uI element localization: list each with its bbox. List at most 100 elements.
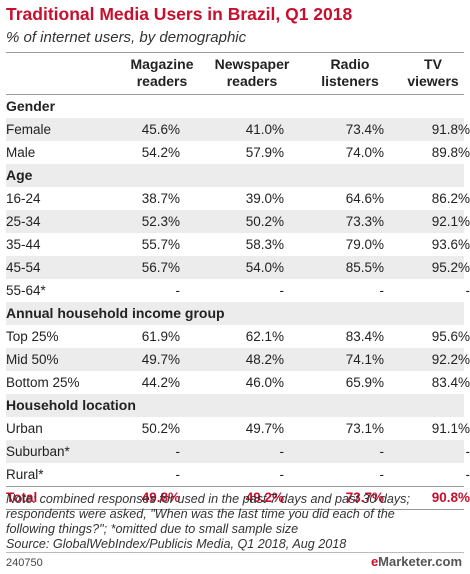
value-cell: 52.3% — [141, 214, 180, 229]
value-cell: 85.5% — [345, 260, 384, 275]
note-line: Note: combined responses for used in the… — [6, 492, 410, 506]
section-header-row: Household location — [6, 394, 464, 417]
top-rule — [6, 52, 464, 53]
value-cell: 91.1% — [431, 421, 470, 436]
value-cell: 65.9% — [345, 375, 384, 390]
value-cell: 73.4% — [345, 122, 384, 137]
value-cell: 74.0% — [345, 145, 384, 160]
row-label: 55-64* — [6, 283, 46, 298]
value-cell: 73.3% — [345, 214, 384, 229]
value-cell: 44.2% — [141, 375, 180, 390]
value-cell: - — [175, 467, 181, 482]
row-label: Female — [6, 122, 52, 137]
row-label: Bottom 25% — [6, 375, 80, 390]
value-cell: 54.0% — [245, 260, 284, 275]
row-label: Top 25% — [6, 329, 59, 344]
row-label: 45-54 — [6, 260, 41, 275]
column-header-line: readers — [226, 73, 278, 89]
row-label: Male — [6, 145, 36, 160]
row-label: 35-44 — [6, 237, 41, 252]
value-cell: 73.7% — [345, 490, 384, 505]
value-cell: 90.8% — [431, 490, 470, 505]
table-row: Bottom 25% 44.2% 46.0% 65.9% 83.4% — [6, 371, 470, 394]
column-header-radio: Radio listeners — [304, 56, 396, 90]
table-row: Top 25% 61.9% 62.1% 83.4% 95.6% — [6, 325, 470, 348]
chart-note: Note: combined responses for used in the… — [6, 492, 464, 552]
value-cell: - — [279, 467, 285, 482]
table-row: 16-24 38.7% 39.0% 64.6% 86.2% — [6, 187, 470, 210]
row-label: Rural* — [6, 467, 44, 482]
chart-id: 240750 — [6, 557, 43, 569]
section-label: Age — [6, 167, 33, 183]
footer-rule — [6, 552, 464, 553]
header-rule — [6, 94, 464, 95]
value-cell: - — [465, 283, 470, 298]
table-row: 55-64* - - - - — [6, 279, 470, 302]
value-cell: 91.8% — [431, 122, 470, 137]
row-label: Total — [6, 490, 38, 505]
value-cell: 49.8% — [141, 490, 180, 505]
value-cell: 95.6% — [431, 329, 470, 344]
value-cell: - — [465, 444, 470, 459]
value-cell: 50.2% — [245, 214, 284, 229]
value-cell: 55.7% — [141, 237, 180, 252]
column-header-line: Radio — [330, 56, 370, 72]
value-cell: - — [279, 283, 285, 298]
section-header-row: Age — [6, 164, 464, 187]
table-row: Rural* - - - - — [6, 463, 470, 486]
table-row: Mid 50% 49.7% 48.2% 74.1% 92.2% — [6, 348, 470, 371]
value-cell: 38.7% — [141, 191, 180, 206]
value-cell: 57.9% — [245, 145, 284, 160]
logo-suffix: .com — [431, 554, 462, 569]
row-label: Suburban* — [6, 444, 70, 459]
column-header-line: viewers — [407, 73, 459, 89]
column-header-tv: TV viewers — [394, 56, 470, 90]
row-label: Mid 50% — [6, 352, 59, 367]
table-row: Male 54.2% 57.9% 74.0% 89.8% — [6, 141, 470, 164]
section-label: Annual household income group — [6, 305, 225, 321]
section-label: Household location — [6, 397, 136, 413]
row-label: Urban — [6, 421, 43, 436]
value-cell: 83.4% — [345, 329, 384, 344]
value-cell: 58.3% — [245, 237, 284, 252]
column-header-line: Magazine — [130, 56, 194, 72]
chart-title: Traditional Media Users in Brazil, Q1 20… — [6, 4, 353, 24]
value-cell: 49.7% — [141, 352, 180, 367]
chart-subtitle: % of internet users, by demographic — [6, 29, 247, 46]
value-cell: 46.0% — [245, 375, 284, 390]
value-cell: 92.2% — [431, 352, 470, 367]
value-cell: - — [379, 283, 385, 298]
value-cell: 48.2% — [245, 352, 284, 367]
table-rule — [6, 486, 464, 487]
value-cell: 86.2% — [431, 191, 470, 206]
value-cell: 74.1% — [345, 352, 384, 367]
total-row: Total 49.8% 49.2% 73.7% 90.8% — [6, 486, 470, 509]
note-line: following things?"; *omitted due to smal… — [6, 522, 299, 536]
value-cell: 56.7% — [141, 260, 180, 275]
table-row: 25-34 52.3% 50.2% 73.3% 92.1% — [6, 210, 470, 233]
table-rule — [6, 509, 464, 510]
row-label: 25-34 — [6, 214, 41, 229]
value-cell: 45.6% — [141, 122, 180, 137]
value-cell: - — [279, 444, 285, 459]
value-cell: - — [175, 444, 181, 459]
column-header-line: readers — [136, 73, 188, 89]
value-cell: 83.4% — [431, 375, 470, 390]
column-header-newspaper: Newspaper readers — [198, 56, 306, 90]
column-header-line: Newspaper — [214, 56, 290, 72]
value-cell: 54.2% — [141, 145, 180, 160]
value-cell: - — [175, 283, 181, 298]
value-cell: 73.1% — [345, 421, 384, 436]
value-cell: 89.8% — [431, 145, 470, 160]
value-cell: 49.7% — [245, 421, 284, 436]
column-header-line: TV — [424, 56, 442, 72]
value-cell: 41.0% — [245, 122, 284, 137]
value-cell: 64.6% — [345, 191, 384, 206]
value-cell: - — [379, 467, 385, 482]
table-row: 35-44 55.7% 58.3% 79.0% 93.6% — [6, 233, 470, 256]
note-line: respondents were asked, "When was the la… — [6, 507, 395, 521]
value-cell: 49.2% — [245, 490, 284, 505]
section-header-row: Gender — [6, 95, 464, 118]
value-cell: 93.6% — [431, 237, 470, 252]
value-cell: - — [465, 467, 470, 482]
